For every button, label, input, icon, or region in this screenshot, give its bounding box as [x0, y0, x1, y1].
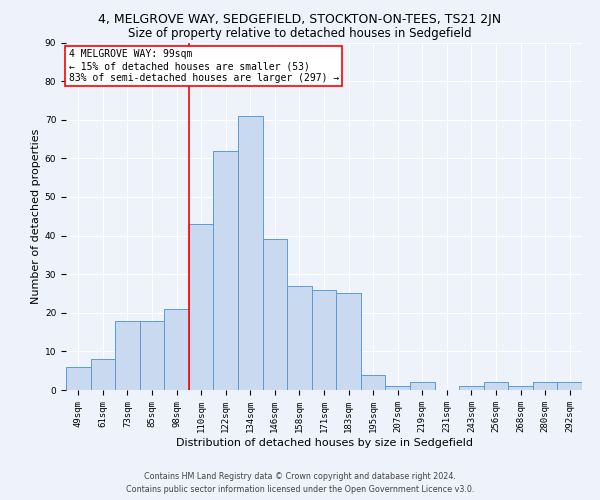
- Bar: [287, 286, 312, 390]
- Bar: [557, 382, 582, 390]
- Bar: [115, 320, 140, 390]
- Bar: [336, 294, 361, 390]
- Bar: [508, 386, 533, 390]
- Y-axis label: Number of detached properties: Number of detached properties: [31, 128, 41, 304]
- Bar: [459, 386, 484, 390]
- Bar: [140, 320, 164, 390]
- Bar: [189, 224, 214, 390]
- Text: 4 MELGROVE WAY: 99sqm
← 15% of detached houses are smaller (53)
83% of semi-deta: 4 MELGROVE WAY: 99sqm ← 15% of detached …: [68, 50, 339, 82]
- Text: 4, MELGROVE WAY, SEDGEFIELD, STOCKTON-ON-TEES, TS21 2JN: 4, MELGROVE WAY, SEDGEFIELD, STOCKTON-ON…: [98, 12, 502, 26]
- Bar: [66, 367, 91, 390]
- Bar: [533, 382, 557, 390]
- Bar: [312, 290, 336, 390]
- Bar: [164, 309, 189, 390]
- Bar: [238, 116, 263, 390]
- Text: Contains HM Land Registry data © Crown copyright and database right 2024.
Contai: Contains HM Land Registry data © Crown c…: [126, 472, 474, 494]
- X-axis label: Distribution of detached houses by size in Sedgefield: Distribution of detached houses by size …: [176, 438, 473, 448]
- Bar: [91, 359, 115, 390]
- Bar: [263, 240, 287, 390]
- Bar: [410, 382, 434, 390]
- Text: Size of property relative to detached houses in Sedgefield: Size of property relative to detached ho…: [128, 28, 472, 40]
- Bar: [385, 386, 410, 390]
- Bar: [214, 150, 238, 390]
- Bar: [361, 374, 385, 390]
- Bar: [484, 382, 508, 390]
